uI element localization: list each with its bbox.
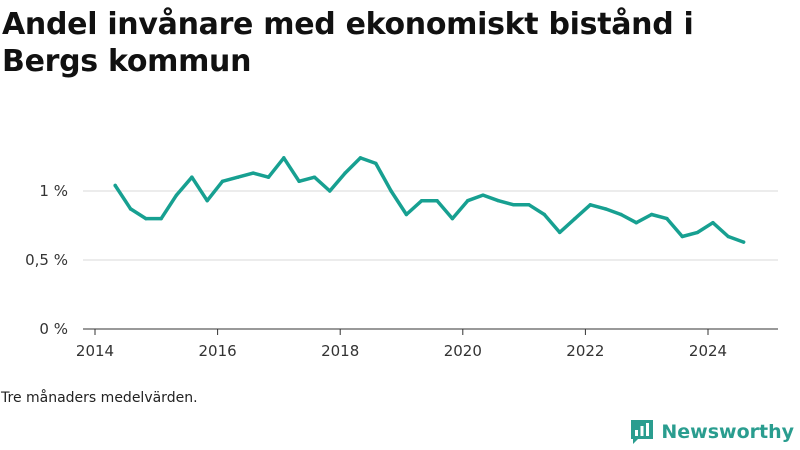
brand-logo[interactable]: Newsworthy xyxy=(630,419,794,445)
data-point xyxy=(527,203,531,207)
data-point xyxy=(404,212,409,217)
data-point xyxy=(328,189,332,193)
x-tick-label: 2014 xyxy=(76,342,114,360)
data-point xyxy=(711,221,715,225)
chart-title: Andel invånare med ekonomiskt bistånd i … xyxy=(2,7,694,79)
x-tick-label: 2020 xyxy=(444,342,482,360)
data-point xyxy=(374,161,378,166)
data-point xyxy=(190,175,194,179)
x-axis: 2014 2016 2018 2020 2022 2024 xyxy=(76,328,778,360)
data-point xyxy=(343,171,347,175)
y-axis: 0 % 0,5 % 1 % xyxy=(25,182,68,338)
data-point xyxy=(511,203,516,207)
data-point xyxy=(113,183,117,188)
data-point xyxy=(205,198,209,203)
data-point xyxy=(435,198,439,203)
x-tick-label: 2016 xyxy=(199,342,237,360)
y-tick-label: 1 % xyxy=(39,182,68,200)
data-point xyxy=(420,198,424,203)
data-point xyxy=(159,216,163,221)
data-point xyxy=(603,207,608,211)
data-point xyxy=(358,156,363,160)
data-point xyxy=(466,198,470,203)
data-point xyxy=(573,216,577,221)
data-point xyxy=(619,212,623,217)
series-layer xyxy=(113,156,746,244)
data-point xyxy=(144,216,148,221)
data-point xyxy=(557,230,562,235)
data-point xyxy=(282,156,286,160)
data-point xyxy=(726,234,730,239)
data-point xyxy=(450,216,455,221)
data-point xyxy=(665,216,669,221)
data-point xyxy=(236,175,240,179)
y-tick-label: 0 % xyxy=(39,320,68,338)
data-point xyxy=(481,193,485,197)
x-tick-label: 2018 xyxy=(321,342,359,360)
brand-name: Newsworthy xyxy=(661,421,794,443)
footnote: Tre månaders medelvärden. xyxy=(1,390,198,406)
series-line xyxy=(113,156,746,244)
y-tick-label: 0,5 % xyxy=(25,251,68,269)
newsworthy-logo-icon xyxy=(631,420,654,444)
data-point xyxy=(496,198,501,203)
x-tick-label: 2022 xyxy=(566,342,604,360)
data-point xyxy=(251,171,255,175)
data-point xyxy=(389,189,393,193)
x-tick-label: 2024 xyxy=(689,342,727,360)
data-point xyxy=(297,179,301,184)
data-point xyxy=(220,179,225,184)
data-point xyxy=(588,203,593,207)
data-point xyxy=(649,212,654,217)
data-point xyxy=(634,221,638,225)
data-point xyxy=(312,175,317,179)
data-point xyxy=(266,175,271,179)
data-point xyxy=(542,212,547,217)
data-point xyxy=(695,230,700,235)
data-point xyxy=(741,240,746,244)
data-point xyxy=(128,207,133,211)
data-point xyxy=(174,193,179,197)
data-point xyxy=(680,234,684,239)
